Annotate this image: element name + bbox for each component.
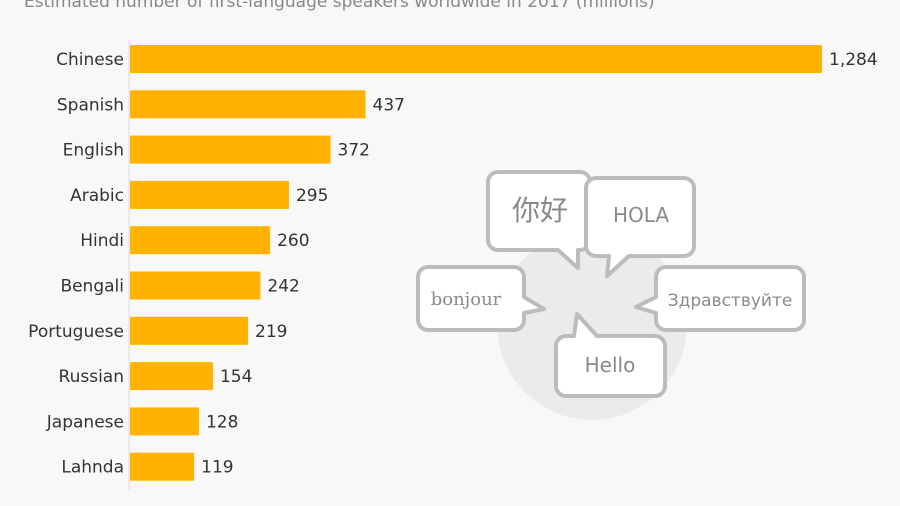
value-label: 119 bbox=[201, 458, 233, 478]
category-label: Portuguese bbox=[28, 322, 124, 342]
value-label: 1,284 bbox=[829, 50, 878, 70]
bar-portuguese bbox=[130, 316, 249, 345]
chart-subtitle: Estimated number of first-language speak… bbox=[24, 0, 655, 12]
bubble-hola: HOLA bbox=[584, 176, 696, 278]
value-label: 295 bbox=[296, 186, 328, 206]
bar-bengali bbox=[130, 271, 261, 300]
bar-hindi bbox=[130, 226, 271, 255]
bar-japanese bbox=[130, 407, 199, 436]
category-label: Japanese bbox=[46, 412, 124, 432]
category-label: Arabic bbox=[70, 186, 124, 206]
bars-group: Chinese 1,284 Spanish 437 English 372 Arabic 29… bbox=[28, 40, 878, 490]
bar-arabic bbox=[130, 180, 289, 209]
value-label: 219 bbox=[255, 322, 287, 342]
bar-chinese bbox=[130, 45, 822, 73]
category-label: Russian bbox=[59, 367, 124, 387]
bar-spanish bbox=[130, 90, 366, 119]
value-label: 154 bbox=[220, 367, 252, 387]
greeting-chinese: 你好 bbox=[512, 194, 568, 227]
value-label: 437 bbox=[373, 95, 405, 115]
category-label: Spanish bbox=[57, 95, 124, 115]
value-label: 372 bbox=[337, 141, 369, 161]
category-label: Hindi bbox=[80, 231, 124, 251]
category-label: Bengali bbox=[60, 277, 124, 297]
value-label: 242 bbox=[267, 277, 299, 297]
greeting-bonjour: bonjour bbox=[431, 289, 502, 310]
bubble-russian: Здравствуйте bbox=[634, 265, 806, 332]
value-label: 260 bbox=[277, 231, 309, 251]
greeting-hola: HOLA bbox=[613, 203, 669, 227]
value-label: 128 bbox=[206, 412, 238, 432]
category-label: Lahnda bbox=[61, 458, 124, 478]
bar-lahnda bbox=[130, 452, 195, 481]
greeting-hello: Hello bbox=[585, 353, 636, 377]
category-label: English bbox=[63, 141, 124, 161]
speech-bubbles-illustration: 你好 HOLA bonjour Здравствуйте Hello bbox=[416, 170, 806, 420]
greeting-russian: Здравствуйте bbox=[668, 291, 793, 311]
category-label: Chinese bbox=[56, 50, 124, 70]
bubble-chinese: 你好 bbox=[486, 170, 592, 270]
bar-english bbox=[130, 135, 331, 164]
bar-russian bbox=[130, 362, 213, 391]
bubble-hello: Hello bbox=[554, 312, 667, 398]
bubble-bonjour: bonjour bbox=[416, 265, 546, 332]
